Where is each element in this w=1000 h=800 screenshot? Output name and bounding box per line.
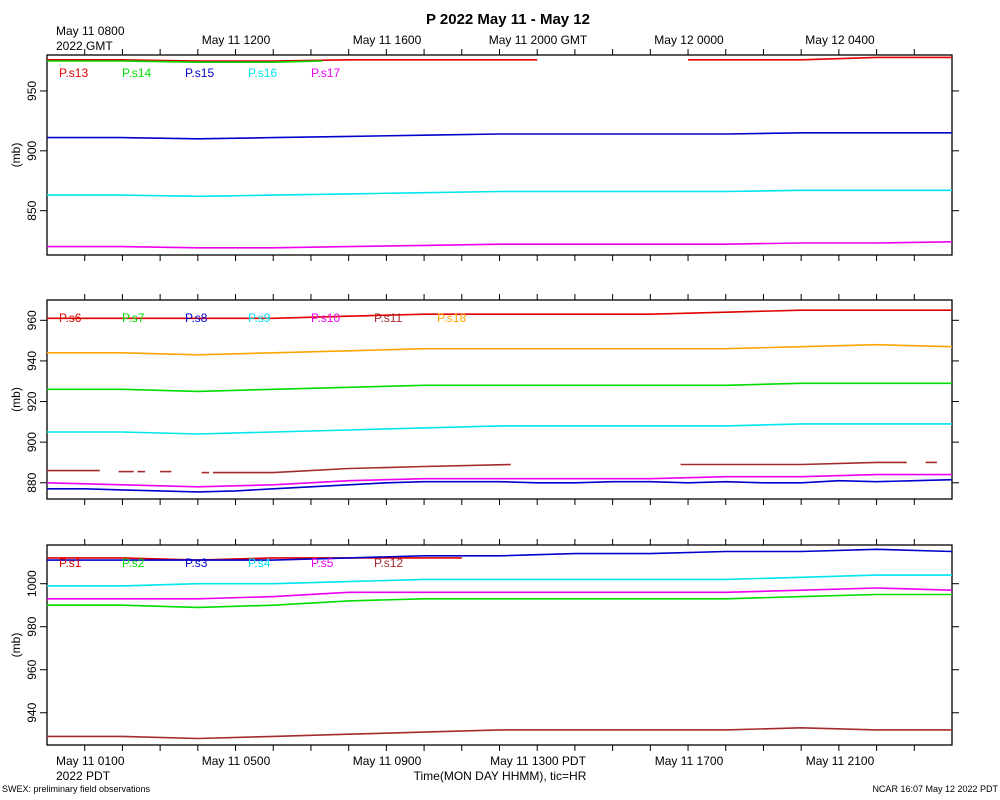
legend-label: P.s11 (374, 311, 403, 325)
top-axis-label: May 12 0000 (654, 33, 724, 47)
legend-label: P.s1 (59, 556, 82, 570)
legend-label: P.s18 (437, 311, 466, 325)
legend-label: P.s13 (59, 66, 88, 80)
bottom-axis-label: May 11 1300 PDT (490, 754, 586, 768)
top-axis-first-label-line2: 2022 GMT (56, 39, 113, 53)
x-axis-title: Time(MON DAY HHMM), tic=HR (414, 769, 587, 783)
series-line-P-s11 (212, 463, 511, 474)
y-tick-label: 880 (25, 472, 39, 492)
y-tick-label: 940 (25, 702, 39, 722)
series-line-P-s15 (47, 132, 952, 140)
series-line-P-s16 (47, 189, 952, 198)
legend-label: P.s4 (248, 556, 271, 570)
y-tick-label: 850 (25, 200, 39, 220)
series-line-P-s5 (47, 587, 953, 600)
legend-label: P.s9 (248, 311, 271, 325)
series-line-P-s4 (47, 574, 952, 587)
bottom-axis-first-label-line1: May 11 0100 (56, 754, 125, 768)
legend-label: P.s10 (311, 311, 340, 325)
y-axis-title: (mb) (9, 143, 23, 168)
series-line-P-s9 (47, 423, 952, 435)
y-tick-label: 960 (25, 659, 39, 679)
chart-title: P 2022 May 11 - May 12 (426, 11, 590, 28)
panel-bottom: 1000 980 960 940 (mb) P.s1 P.s2 P.s3 P.s4 P.s5 P.s… (9, 539, 959, 751)
bottom-axis-first-label-line2: 2022 PDT (56, 769, 111, 783)
series-line-P-s18 (47, 343, 953, 356)
series-line-P-s10 (46, 473, 952, 488)
plot-frame (46, 299, 953, 500)
legend-label: P.s16 (248, 66, 277, 80)
y-tick-label: 980 (25, 616, 39, 636)
bottom-axis-label: May 11 2100 (806, 754, 875, 768)
series-line-P-s13 (47, 58, 538, 62)
y-tick-label: 950 (25, 81, 39, 101)
panel-top: 950 900 850 (mb) P.s13 P.s14 P.s15 P.s16 P.s17 (9, 49, 959, 261)
y-axis-title: (mb) (9, 633, 23, 658)
legend-label: P.s3 (185, 556, 208, 570)
legend-label: P.s15 (185, 66, 214, 80)
legend-label: P.s2 (122, 556, 145, 570)
legend-label: P.s17 (311, 66, 340, 80)
legend-label: P.s8 (185, 311, 208, 325)
footer-left-note: SWEX: preliminary field observations (2, 784, 151, 794)
plot-frame (46, 544, 953, 746)
top-axis-label: May 11 1600 (353, 33, 422, 47)
series-line-P-s13 (688, 56, 952, 61)
legend-label: P.s14 (122, 66, 151, 80)
legend-label: P.s6 (59, 311, 82, 325)
bottom-axis-label: May 11 1700 (655, 754, 724, 768)
y-tick-label: 900 (25, 432, 39, 452)
panel-middle: 960 940 920 900 880 (mb) P.s6 P.s7 P.s8 P.s9 P.s10… (9, 294, 959, 505)
legend-label: P.s7 (122, 311, 145, 325)
series-line-P-s17 (47, 241, 953, 249)
legend-label: P.s12 (374, 556, 403, 570)
plot-frame (46, 54, 953, 256)
series-line-P-s11 (680, 461, 907, 466)
series-line-P-s8 (47, 478, 953, 493)
top-axis-label: May 11 1200 (202, 33, 271, 47)
series-line-P-s14 (47, 60, 323, 64)
y-tick-label: 900 (25, 140, 39, 160)
bottom-axis-label: May 11 0500 (202, 754, 271, 768)
legend-label: P.s5 (311, 556, 334, 570)
series-line-P-s2 (47, 593, 952, 609)
footer-right-note: NCAR 16:07 May 12 2022 PDT (872, 784, 998, 794)
series-line-P-s12 (47, 726, 952, 740)
top-axis-label: May 11 2000 GMT (489, 33, 588, 47)
series-line-P-s7 (47, 382, 952, 393)
y-tick-label: 960 (25, 310, 39, 330)
top-axis-label: May 12 0400 (805, 33, 875, 47)
series-line-P-s1 (47, 557, 462, 561)
y-tick-label: 940 (25, 351, 39, 371)
series-line-P-s3 (47, 548, 953, 561)
series-line-P-s6 (47, 309, 952, 320)
y-tick-label: 920 (25, 391, 39, 411)
top-axis-first-label-line1: May 11 0800 (56, 24, 125, 38)
y-tick-label: 1000 (25, 570, 39, 597)
y-axis-title: (mb) (9, 387, 23, 412)
bottom-axis-label: May 11 0900 (353, 754, 422, 768)
